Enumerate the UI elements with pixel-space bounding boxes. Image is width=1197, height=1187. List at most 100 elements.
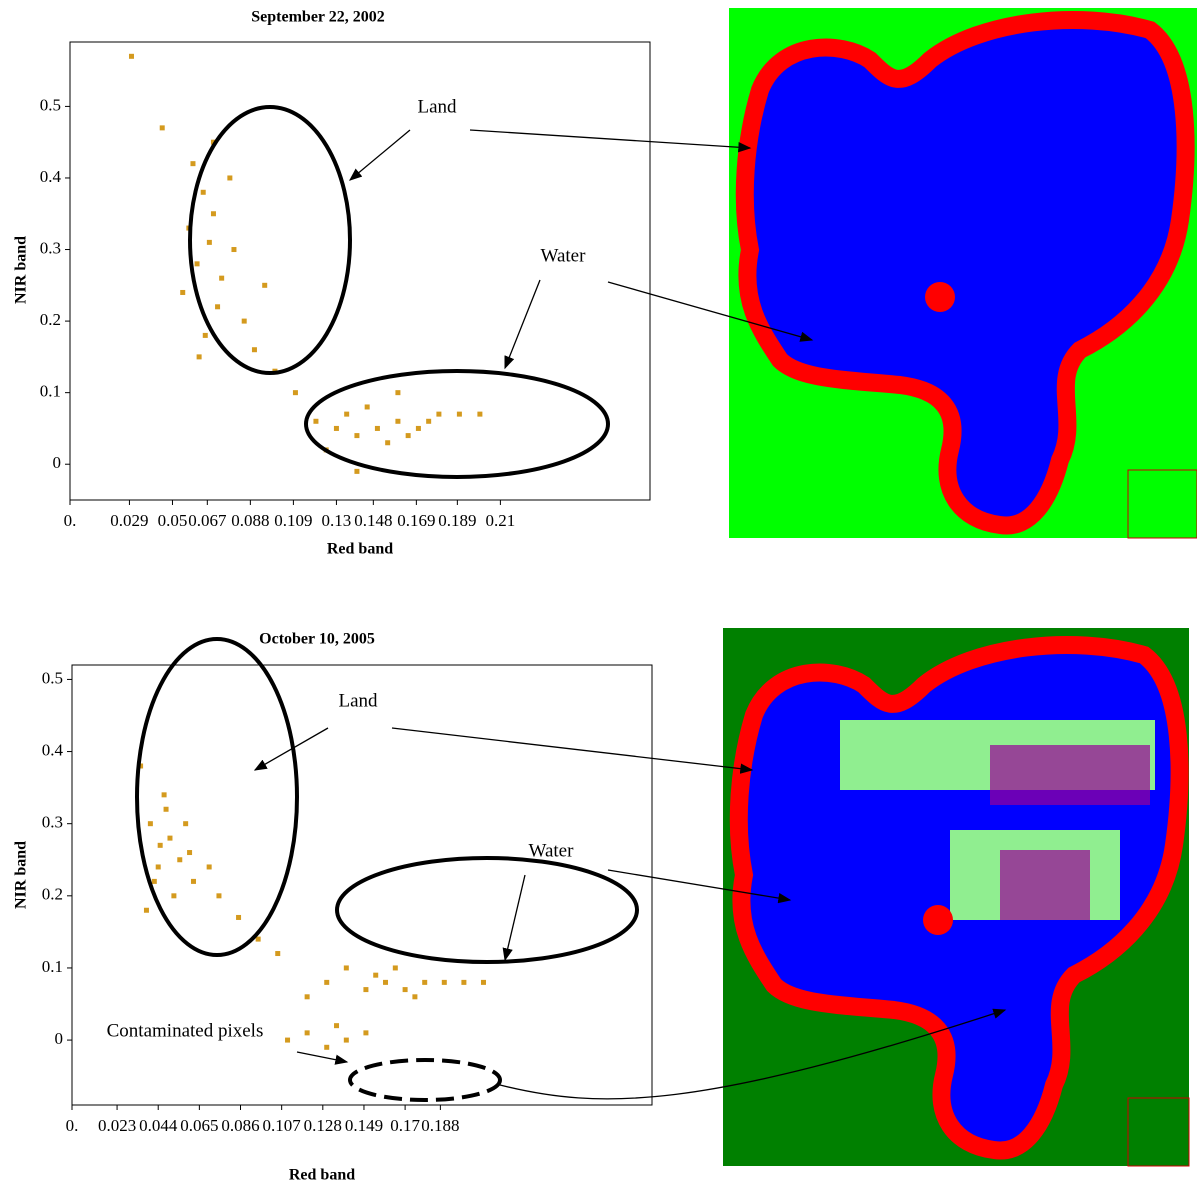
scatter-point	[255, 936, 261, 942]
y-tick-label: 0.2	[40, 310, 61, 329]
y-tick-label: 0	[53, 453, 62, 472]
scatter-point	[151, 878, 157, 884]
y-tick-label: 0.4	[42, 740, 64, 759]
scatter-point	[395, 390, 401, 396]
scatter-point	[385, 440, 391, 446]
scatter-point	[157, 842, 163, 848]
annotation: Land	[417, 96, 457, 117]
y-tick-label: 0.1	[42, 957, 63, 976]
scatter-point	[292, 390, 298, 396]
classification-map-2002	[729, 8, 1197, 539]
scatter-point	[477, 411, 483, 417]
plot-frame	[71, 664, 653, 1106]
scatter-point	[415, 425, 421, 431]
scatter-point	[167, 835, 173, 841]
scatter-point	[374, 425, 380, 431]
y-tick-label: 0.1	[40, 382, 61, 401]
scatter-point	[422, 979, 428, 985]
scatter-point	[343, 1037, 349, 1043]
x-tick-label: 0.107	[263, 1116, 302, 1135]
x-tick-label: 0.	[66, 1116, 79, 1135]
scatter-point	[304, 1030, 310, 1036]
x-tick-label: 0.067	[188, 511, 227, 530]
scatter-point	[219, 275, 225, 281]
scatter-point	[324, 979, 330, 985]
scatter-point	[275, 951, 281, 957]
scatter-point	[344, 411, 350, 417]
scatter-point	[163, 806, 169, 812]
x-tick-label: 0.088	[231, 511, 269, 530]
scatter-point	[200, 189, 206, 195]
scatter-point	[196, 354, 202, 360]
scatter-point	[480, 979, 486, 985]
scatter-point	[395, 418, 401, 424]
scatter-point	[180, 289, 186, 295]
x-tick-label: 0.21	[486, 511, 516, 530]
scatter-point	[143, 907, 149, 913]
x-tick-label: 0.188	[421, 1116, 459, 1135]
scatter-point	[210, 211, 216, 217]
annotation: Land	[338, 690, 378, 711]
scatter-point	[241, 318, 247, 324]
x-tick-label: 0.023	[98, 1116, 136, 1135]
scatter-point	[364, 404, 370, 410]
x-tick-label: 0.109	[274, 511, 312, 530]
scatter-point	[313, 418, 319, 424]
scatter-point	[354, 433, 360, 439]
y-tick-label: 0.5	[42, 668, 63, 687]
y-axis-label: NIR band	[13, 236, 30, 304]
scatter-point	[383, 979, 389, 985]
scatter-point	[441, 979, 447, 985]
scatter-point	[392, 965, 398, 971]
scatter-point	[436, 411, 442, 417]
scatter-point	[456, 411, 462, 417]
scatter-point	[363, 987, 369, 993]
classification-map-2005	[723, 628, 1190, 1167]
x-tick-label: 0.05	[158, 511, 188, 530]
x-tick-label: 0.169	[397, 511, 435, 530]
scatter-point	[138, 763, 144, 769]
scatter-point	[202, 332, 208, 338]
scatter-point	[285, 1037, 291, 1043]
annotation: Water	[541, 245, 587, 266]
scatter-point	[159, 125, 165, 131]
y-tick-label: 0	[55, 1029, 64, 1048]
x-tick-label: 0.189	[438, 511, 476, 530]
annotation: Water	[529, 840, 575, 861]
y-axis-label: NIR band	[13, 841, 30, 909]
plot-frame	[69, 41, 651, 501]
x-axis-label: Red band	[327, 541, 393, 558]
scatter-point	[333, 425, 339, 431]
x-tick-label: 0.086	[221, 1116, 259, 1135]
x-tick-label: 0.065	[180, 1116, 218, 1135]
scatter-point	[206, 864, 212, 870]
scatter-point	[194, 261, 200, 267]
y-tick-label: 0.5	[40, 95, 61, 114]
chart-title: October 10, 2005	[259, 631, 375, 648]
scatter-point	[190, 161, 196, 167]
scatter-point	[216, 893, 222, 899]
x-tick-label: 0.044	[139, 1116, 178, 1135]
scatter-point	[183, 821, 189, 827]
x-tick-label: 0.17	[390, 1116, 420, 1135]
x-tick-label: 0.13	[322, 511, 352, 530]
scatter-point	[343, 965, 349, 971]
scatter-point	[206, 239, 212, 245]
scatter-point	[251, 347, 257, 353]
scatter-point	[262, 282, 268, 288]
scatter-point	[334, 1023, 340, 1029]
x-tick-label: 0.	[64, 511, 77, 530]
scatter-point	[461, 979, 467, 985]
scatter-point	[215, 304, 221, 310]
y-tick-label: 0.4	[40, 167, 62, 186]
y-tick-label: 0.2	[42, 885, 63, 904]
scatter-point	[161, 792, 167, 798]
scatter-point	[304, 994, 310, 1000]
scatter-point	[354, 468, 360, 474]
scatter-point	[231, 247, 237, 253]
scatter-point	[402, 987, 408, 993]
y-tick-label: 0.3	[40, 238, 61, 257]
annotation: Contaminated pixels	[107, 1020, 264, 1041]
scatter-point	[128, 53, 134, 59]
